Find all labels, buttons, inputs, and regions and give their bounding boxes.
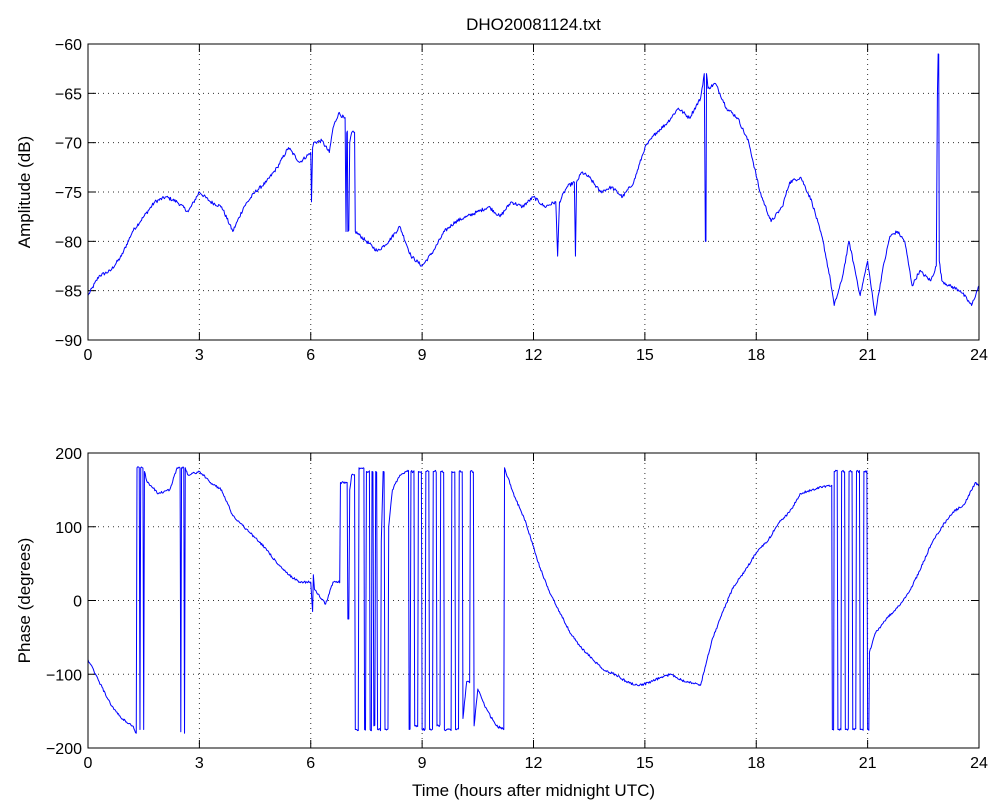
y-tick-label: 0 (73, 594, 82, 611)
x-tick-label: 3 (195, 347, 204, 364)
amplitude-y-axis-label: Amplitude (dB) (15, 136, 34, 248)
x-tick-label: 24 (970, 347, 988, 364)
y-tick-label: −80 (55, 234, 82, 251)
x-tick-label: 18 (747, 347, 765, 364)
y-tick-label: 100 (55, 520, 82, 537)
x-tick-label: 12 (525, 347, 543, 364)
phase-y-axis-label: Phase (degrees) (15, 538, 34, 664)
amplitude-axes-frame (87, 43, 980, 341)
x-tick-label: 18 (747, 755, 765, 772)
x-axis-label: Time (hours after midnight UTC) (412, 781, 655, 800)
x-tick-label: 0 (84, 347, 93, 364)
x-tick-label: 24 (970, 755, 988, 772)
x-tick-label: 21 (859, 347, 877, 364)
y-tick-label: −85 (55, 284, 82, 301)
y-tick-label: 200 (55, 446, 82, 463)
y-tick-label: −200 (46, 741, 82, 758)
x-tick-label: 0 (84, 755, 93, 772)
x-tick-label: 9 (418, 755, 427, 772)
x-tick-label: 21 (859, 755, 877, 772)
phase-series-line (87, 466, 980, 734)
phase-plot: 0 3 6 9 12 15 18 21 24 −200 −100 0 100 200 Phase (deg… (15, 446, 988, 800)
y-tick-label: −100 (46, 667, 82, 684)
y-tick-label: −60 (55, 37, 82, 54)
chart-title: DHO20081124.txt (466, 15, 601, 34)
amplitude-series-line (87, 53, 980, 316)
x-tick-label: 12 (525, 755, 543, 772)
x-tick-label: 6 (306, 755, 315, 772)
x-tick-label: 3 (195, 755, 204, 772)
y-tick-label: −90 (55, 333, 82, 350)
phase-axes-frame (87, 452, 980, 749)
y-tick-label: −70 (55, 136, 82, 153)
x-tick-label: 6 (306, 347, 315, 364)
x-tick-label: 9 (418, 347, 427, 364)
x-tick-label: 15 (636, 347, 654, 364)
y-tick-label: −75 (55, 185, 82, 202)
y-tick-label: −65 (55, 86, 82, 103)
x-tick-label: 15 (636, 755, 654, 772)
